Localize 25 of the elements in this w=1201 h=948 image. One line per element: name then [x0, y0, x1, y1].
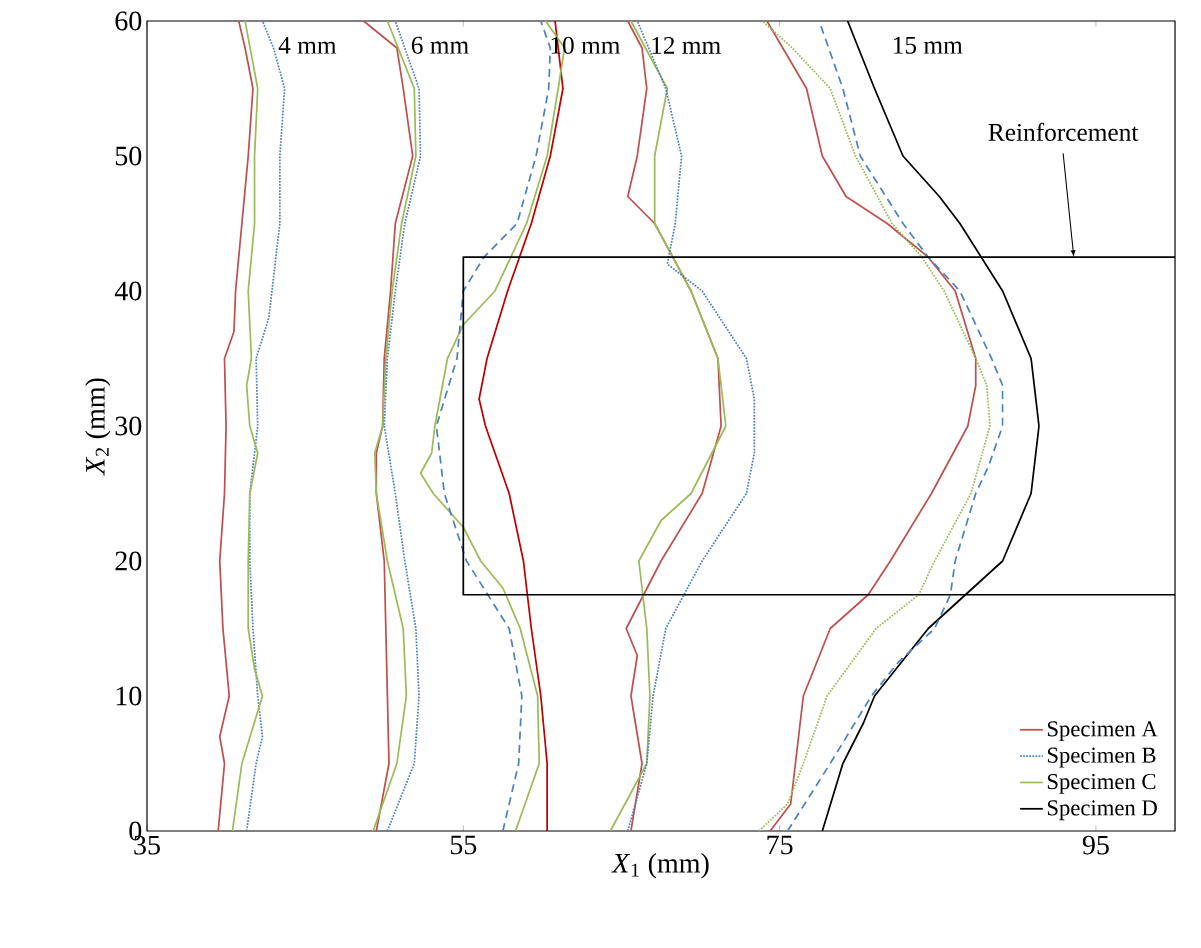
- line-series: [626, 20, 756, 831]
- x-tick-label: 55: [450, 835, 477, 855]
- line-series: [362, 20, 414, 831]
- legend-label: Specimen D: [1047, 800, 1157, 821]
- annotation: Reinforcement: [988, 122, 1139, 141]
- y-axis-title: X$_{2}$ (mm): [85, 378, 111, 476]
- legend-label: Specimen C: [1047, 773, 1156, 794]
- y-tick-label: 30: [115, 416, 142, 436]
- line-series: [383, 20, 422, 831]
- x-tick-label: 75: [767, 835, 793, 855]
- x-axis-title: X$_{1}$ (mm): [611, 853, 709, 879]
- annotation: 6 mm: [411, 36, 469, 54]
- legend-label: Specimen B: [1047, 747, 1156, 768]
- y-tick-label: 40: [114, 281, 142, 301]
- annotation: 15 mm: [893, 36, 963, 54]
- line-series: [217, 20, 254, 831]
- annotation: 4 mm: [278, 36, 337, 54]
- x-tick-label: 95: [1082, 835, 1109, 855]
- y-tick-label: 60: [115, 11, 142, 31]
- legend-label: Specimen A: [1047, 721, 1158, 742]
- y-tick-label: 50: [115, 146, 142, 166]
- annotation: 12 mm: [652, 36, 721, 54]
- y-tick-label: 20: [115, 551, 142, 571]
- line-series: [231, 20, 264, 831]
- y-tick-label: 10: [116, 686, 142, 706]
